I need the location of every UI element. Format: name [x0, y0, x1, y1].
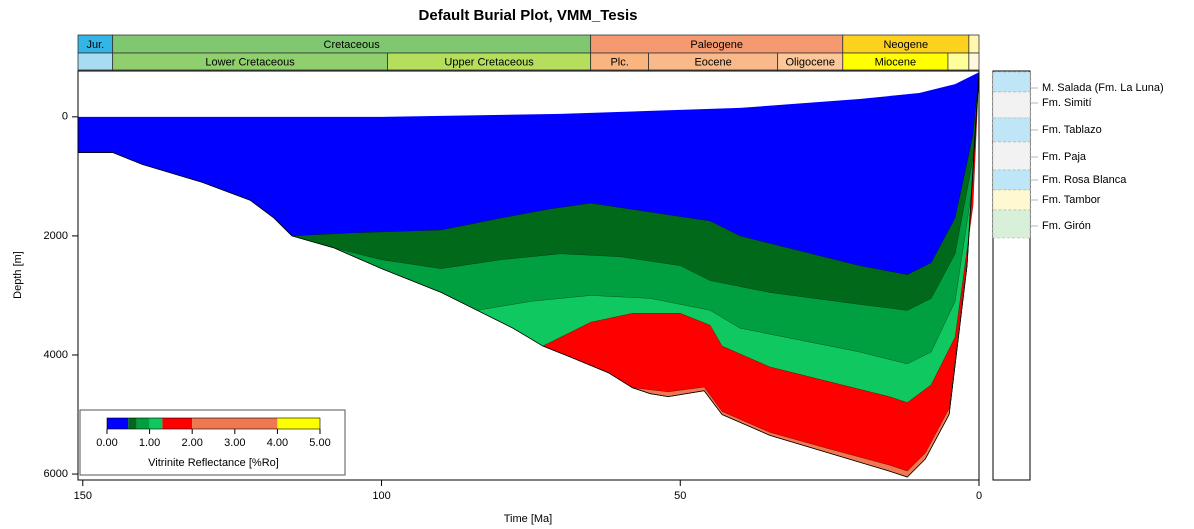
- strat-label: Upper Cretaceous: [444, 56, 534, 68]
- formation-label: Fm. Simití: [1042, 97, 1092, 109]
- y-tick-label: 2000: [44, 230, 68, 242]
- x-tick-label: 100: [372, 490, 390, 502]
- chart: Default Burial Plot, VMM_Tesis Time [Ma]…: [0, 0, 1194, 529]
- x-axis-label: Time [Ma]: [504, 513, 553, 525]
- x-tick-label: 50: [674, 490, 686, 502]
- strat-band: [969, 53, 979, 70]
- strat-label: Eocene: [694, 56, 731, 68]
- colorbar-segment: [107, 418, 128, 429]
- y-tick-label: 6000: [44, 468, 68, 480]
- colorbar-tick-label: 4.00: [267, 437, 288, 449]
- y-tick-label: 0: [62, 111, 68, 123]
- strat-label: Oligocene: [785, 56, 835, 68]
- colorbar-segment: [162, 418, 192, 429]
- strat-label: Miocene: [875, 56, 917, 68]
- chart-title: Default Burial Plot, VMM_Tesis: [419, 7, 638, 24]
- formation-label: Fm. Girón: [1042, 220, 1091, 232]
- formation-band: [993, 142, 1030, 170]
- formation-band: [993, 190, 1030, 210]
- colorbar-tick-label: 3.00: [224, 437, 245, 449]
- colorbar-tick-label: 5.00: [309, 437, 330, 449]
- colorbar-tick-label: 2.00: [181, 437, 202, 449]
- colorbar-tick-label: 0.00: [96, 437, 117, 449]
- x-tick-label: 0: [976, 490, 982, 502]
- colorbar-tick-label: 1.00: [139, 437, 160, 449]
- formation-label: M. Salada (Fm. La Luna): [1042, 82, 1164, 94]
- formation-label: Fm. Tablazo: [1042, 124, 1102, 136]
- formation-band: [993, 92, 1030, 118]
- colorbar-segment: [137, 418, 150, 429]
- strat-band: [948, 53, 969, 70]
- strat-label: Plc.: [610, 56, 628, 68]
- colorbar-segment: [277, 418, 320, 429]
- strat-label: Cretaceous: [324, 39, 381, 51]
- formation-band: [993, 210, 1030, 238]
- formation-band: [993, 170, 1030, 190]
- colorbar-segment: [150, 418, 163, 429]
- strat-band: [969, 35, 979, 53]
- formation-label: Fm. Rosa Blanca: [1042, 174, 1127, 186]
- strat-band: [78, 53, 113, 70]
- y-axis-label: Depth [m]: [12, 251, 24, 299]
- formation-band: [993, 72, 1030, 92]
- formation-band: [993, 118, 1030, 142]
- colorbar-segment: [128, 418, 137, 429]
- formation-label: Fm. Paja: [1042, 151, 1087, 163]
- y-tick-label: 4000: [44, 349, 68, 361]
- strat-label: Paleogene: [690, 39, 743, 51]
- page: Default Burial Plot, VMM_Tesis Time [Ma]…: [0, 0, 1194, 529]
- formation-label: Fm. Tambor: [1042, 194, 1101, 206]
- x-tick-label: 150: [74, 490, 92, 502]
- colorbar-label: Vitrinite Reflectance [%Ro]: [148, 457, 279, 469]
- strat-label: Neogene: [883, 39, 928, 51]
- strat-label: Lower Cretaceous: [205, 56, 295, 68]
- strat-label: Jur.: [86, 39, 104, 51]
- colorbar-segment: [192, 418, 277, 429]
